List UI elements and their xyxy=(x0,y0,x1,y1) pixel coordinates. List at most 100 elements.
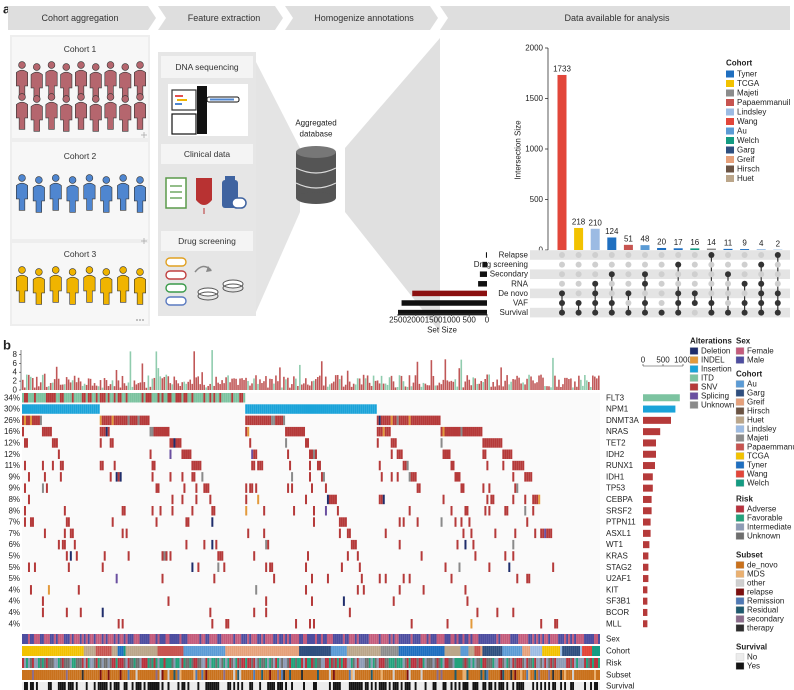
x-tick-label: 1000 xyxy=(443,316,461,325)
mutation-cell xyxy=(99,460,102,471)
track-cell xyxy=(422,682,425,690)
mutation-cell xyxy=(340,404,343,414)
track-cell xyxy=(101,646,104,656)
mutation-cell xyxy=(217,551,220,561)
burden-bar xyxy=(173,376,176,390)
burden-bar xyxy=(147,375,150,390)
mutation-cell xyxy=(197,562,200,572)
mutation-cell xyxy=(512,472,515,482)
burden-bar xyxy=(478,383,481,390)
legend-swatch xyxy=(726,99,734,106)
burden-bar xyxy=(360,384,363,390)
mutation-cell xyxy=(311,483,313,493)
track-cell xyxy=(63,634,66,644)
legend-label: Adverse xyxy=(747,505,777,514)
track-cell xyxy=(235,670,238,680)
track-cell xyxy=(75,634,78,644)
track-cell xyxy=(299,670,302,680)
mutation-cell xyxy=(173,438,176,448)
track-cell xyxy=(328,658,331,668)
track-cell xyxy=(374,670,377,680)
track-cell xyxy=(574,634,577,644)
mutation-cell xyxy=(544,528,547,539)
track-cell xyxy=(99,670,102,680)
mutation-cell xyxy=(484,449,487,459)
mutation-cell xyxy=(95,404,98,414)
track-cell xyxy=(203,670,206,680)
mutation-cell xyxy=(528,472,531,482)
matrix-dot xyxy=(658,309,665,316)
mutation-cell xyxy=(129,393,132,403)
track-cell xyxy=(189,670,192,680)
track-cell xyxy=(550,646,553,656)
track-cell xyxy=(217,682,220,690)
track-cell xyxy=(528,634,531,644)
track-cell xyxy=(546,670,549,680)
track-cell xyxy=(53,670,56,680)
mutation-cell xyxy=(259,404,262,414)
mutation-cell xyxy=(516,460,519,471)
track-cell xyxy=(466,634,469,644)
track-cell xyxy=(145,670,148,680)
mutation-cell xyxy=(155,517,158,527)
burden-bar xyxy=(295,378,297,390)
track-cell xyxy=(548,670,551,680)
track-cell xyxy=(227,682,230,690)
track-cell xyxy=(209,670,212,680)
track-cell xyxy=(51,634,54,644)
track-cell xyxy=(570,682,573,690)
track-cell xyxy=(293,682,296,690)
track-cell xyxy=(506,634,509,644)
mutation-cell xyxy=(342,517,345,527)
mutation-cell xyxy=(65,393,68,403)
burden-bar xyxy=(340,375,343,390)
burden-bar xyxy=(25,374,28,390)
mutation-cell xyxy=(440,438,443,448)
track-cell xyxy=(458,682,461,690)
mutation-cell xyxy=(287,426,290,437)
person-head xyxy=(102,176,111,184)
track-cell xyxy=(295,658,298,668)
burden-bar xyxy=(121,375,124,390)
track-cell xyxy=(510,634,513,644)
mutation-cell xyxy=(215,393,218,403)
track-cell xyxy=(221,646,224,656)
mutation-cell xyxy=(157,483,160,493)
matrix-dot xyxy=(625,280,632,287)
track-cell xyxy=(59,646,62,656)
track-cell xyxy=(173,670,176,680)
person-head xyxy=(119,174,127,182)
track-cell xyxy=(293,646,296,656)
track-cell xyxy=(522,682,525,690)
mutation-cell xyxy=(311,404,313,414)
track-cell xyxy=(422,634,425,644)
mutation-cell xyxy=(63,539,66,550)
mutation-cell xyxy=(65,404,68,414)
track-cell xyxy=(360,658,363,668)
track-cell xyxy=(548,646,551,656)
track-cell xyxy=(115,634,118,644)
matrix-dot xyxy=(575,300,582,306)
track-cell xyxy=(115,658,118,668)
track-cell xyxy=(484,658,487,668)
track-cell xyxy=(346,682,349,690)
track-cell xyxy=(127,658,130,668)
track-label: Risk xyxy=(606,659,623,668)
mutation-cell xyxy=(63,506,66,516)
track-cell xyxy=(438,658,441,668)
track-cell xyxy=(51,646,54,656)
track-cell xyxy=(362,670,365,680)
track-cell xyxy=(316,670,319,680)
track-cell xyxy=(314,682,317,690)
matrix-dot xyxy=(642,252,648,258)
burden-bar xyxy=(410,386,413,390)
track-cell xyxy=(350,670,353,680)
track-cell xyxy=(63,646,66,656)
mutation-cell xyxy=(81,404,84,414)
x-axis-label: Set Size xyxy=(427,326,457,335)
track-cell xyxy=(89,646,92,656)
frequency-label: 9% xyxy=(8,484,20,493)
track-cell xyxy=(402,682,405,690)
track-cell xyxy=(255,670,258,680)
track-cell xyxy=(107,646,110,656)
